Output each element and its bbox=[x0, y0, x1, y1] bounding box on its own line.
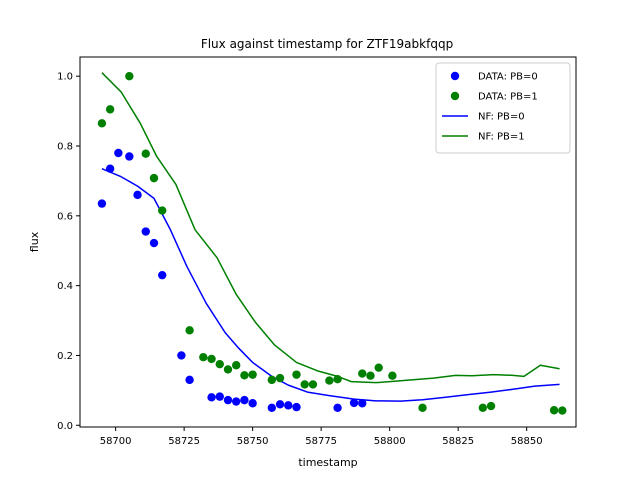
data-point-data-pb1 bbox=[478, 403, 488, 412]
data-point-data-pb1 bbox=[374, 363, 383, 372]
chart-title: Flux against timestamp for ZTF19abkfqqp bbox=[201, 37, 453, 51]
data-point-data-pb1 bbox=[232, 361, 241, 370]
y-tick-label: 1.0 bbox=[57, 72, 73, 83]
x-axis: 58700 58725 58750 58775 58800 58825 58850 bbox=[100, 427, 543, 447]
data-point-data-pb0 bbox=[177, 351, 186, 360]
data-point-data-pb1 bbox=[141, 149, 150, 158]
data-point-data-pb1 bbox=[308, 380, 318, 389]
legend-label: NF: PB=0 bbox=[478, 112, 525, 123]
data-point-data-pb0 bbox=[158, 270, 167, 280]
data-point-data-pb0 bbox=[275, 400, 285, 409]
data-point-data-pb1 bbox=[486, 401, 496, 411]
x-tick-label: 58825 bbox=[442, 436, 474, 447]
data-point-data-pb1 bbox=[300, 380, 309, 389]
y-tick-label: 0.0 bbox=[57, 421, 73, 432]
data-point-data-pb0 bbox=[333, 403, 342, 412]
data-point-data-pb0 bbox=[248, 399, 257, 408]
data-point-data-pb0 bbox=[240, 395, 249, 405]
data-point-data-pb1 bbox=[325, 376, 334, 385]
data-point-data-pb0 bbox=[232, 397, 241, 406]
data-point-data-pb0 bbox=[207, 393, 216, 402]
data-point-data-pb1 bbox=[223, 365, 233, 374]
data-point-data-pb1 bbox=[215, 359, 224, 369]
data-point-data-pb1 bbox=[240, 371, 249, 380]
x-tick-label: 58700 bbox=[100, 436, 132, 447]
legend-label: DATA: PB=1 bbox=[478, 92, 538, 103]
data-point-data-pb1 bbox=[207, 354, 216, 364]
data-point-data-pb0 bbox=[358, 399, 367, 408]
legend-label: DATA: PB=0 bbox=[478, 72, 538, 83]
legend-label: NF: PB=1 bbox=[478, 132, 525, 143]
y-tick-label: 0.4 bbox=[57, 281, 73, 292]
data-point-data-pb1 bbox=[267, 375, 277, 385]
data-point-data-pb1 bbox=[275, 373, 285, 383]
x-tick-label: 58725 bbox=[168, 436, 200, 447]
marks-layer bbox=[97, 72, 567, 415]
data-point-data-pb0 bbox=[267, 403, 277, 412]
data-point-data-pb0 bbox=[223, 395, 233, 405]
data-point-data-pb1 bbox=[549, 406, 559, 415]
y-axis: 0.0 0.2 0.4 0.6 0.8 1.0 bbox=[57, 72, 80, 432]
plot-area-frame bbox=[79, 56, 577, 428]
data-point-data-pb1 bbox=[358, 369, 367, 378]
data-point-data-pb0 bbox=[141, 227, 150, 236]
legend-marker bbox=[450, 91, 460, 101]
data-point-data-pb0 bbox=[284, 401, 293, 410]
data-point-data-pb1 bbox=[366, 371, 375, 380]
data-point-data-pb0 bbox=[133, 190, 142, 200]
legend-marker bbox=[450, 71, 460, 81]
data-point-data-pb0 bbox=[185, 375, 194, 385]
data-point-data-pb0 bbox=[125, 152, 134, 161]
data-point-data-pb1 bbox=[125, 72, 134, 81]
data-point-data-pb1 bbox=[199, 352, 208, 362]
y-tick-label: 0.2 bbox=[57, 351, 73, 362]
data-point-data-pb1 bbox=[185, 326, 194, 335]
data-point-data-pb0 bbox=[97, 199, 107, 208]
x-axis-label: timestamp bbox=[298, 456, 357, 469]
data-point-data-pb1 bbox=[292, 370, 301, 379]
x-tick-label: 58800 bbox=[374, 436, 406, 447]
data-point-data-pb0 bbox=[149, 238, 159, 248]
legend: DATA: PB=0 DATA: PB=1 NF: PB=0 NF: PB=1 bbox=[435, 62, 571, 154]
series-line-nf-pb0 bbox=[101, 168, 560, 402]
data-point-data-pb1 bbox=[418, 403, 427, 412]
y-axis-label: flux bbox=[28, 231, 41, 252]
data-point-data-pb0 bbox=[349, 398, 359, 408]
x-tick-label: 58775 bbox=[305, 436, 337, 447]
data-point-data-pb1 bbox=[388, 371, 397, 380]
data-point-data-pb1 bbox=[158, 206, 167, 215]
x-tick-label: 58850 bbox=[511, 436, 543, 447]
data-point-data-pb0 bbox=[114, 148, 123, 158]
data-point-data-pb0 bbox=[105, 164, 115, 173]
x-tick-label: 58750 bbox=[237, 436, 269, 447]
data-point-data-pb1 bbox=[149, 173, 159, 183]
y-tick-label: 0.8 bbox=[57, 142, 73, 153]
data-point-data-pb0 bbox=[292, 402, 301, 412]
data-point-data-pb1 bbox=[97, 119, 107, 128]
y-tick-label: 0.6 bbox=[57, 211, 73, 222]
data-point-data-pb1 bbox=[558, 406, 567, 415]
data-point-data-pb1 bbox=[333, 374, 342, 384]
legend-frame bbox=[435, 62, 571, 154]
data-point-data-pb0 bbox=[215, 392, 224, 401]
data-point-data-pb1 bbox=[105, 105, 115, 114]
data-point-data-pb1 bbox=[248, 370, 257, 379]
